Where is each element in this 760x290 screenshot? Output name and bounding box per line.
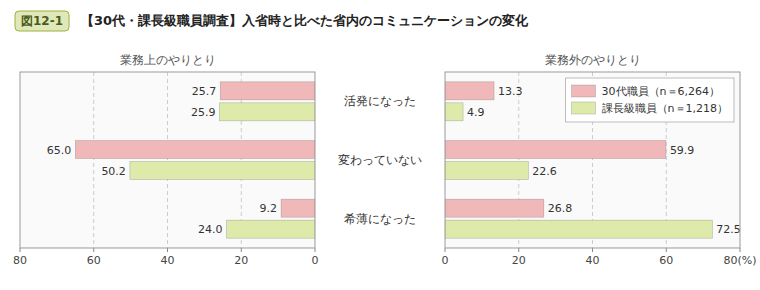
data-label: 4.9	[467, 106, 485, 119]
tick-label: 20	[512, 254, 526, 267]
tick-label: 80	[13, 254, 27, 267]
plot-frame	[445, 72, 740, 248]
legend-swatch	[572, 102, 596, 114]
data-label: 24.0	[198, 223, 223, 236]
figure-label-box	[15, 11, 69, 31]
chart-title: 【30代・課長級職員調査】入省時と比べた省内のコミュニケーションの変化	[81, 13, 529, 28]
tick-label: 40	[586, 254, 600, 267]
grid-line	[93, 72, 94, 248]
bar	[445, 141, 666, 159]
data-labels: 25.7 65.0 9.2 25.9 50.2 24.0	[47, 85, 277, 236]
data-label: 50.2	[101, 165, 126, 178]
tick-label: 80(%)	[723, 254, 756, 267]
data-label: 26.8	[548, 202, 573, 215]
chart: 図12-1 【30代・課長級職員調査】入省時と比べた省内のコミュニケーションの変化…	[0, 0, 760, 290]
legend-box	[566, 78, 734, 122]
category-label: 活発になった	[344, 94, 416, 108]
data-label: 9.2	[260, 202, 278, 215]
tick-mark	[666, 248, 667, 252]
data-label: 59.9	[670, 144, 695, 157]
legend-label: 30代職員（n＝6,264）	[602, 85, 720, 98]
panel: 業務外のやりとり 0 20 40 60 80(%) 13.3 59.9 26.8 4.9 22.6 7…	[442, 53, 757, 267]
category-label: 変わっていない	[338, 153, 422, 167]
bar	[281, 199, 315, 217]
tick-label: 40	[161, 254, 175, 267]
bar	[75, 141, 315, 159]
tick-label: 0	[312, 254, 319, 267]
plot-background	[445, 72, 740, 248]
figure-label-text: 図12-1	[21, 14, 63, 28]
panel-subtitle: 業務外のやりとり	[545, 53, 641, 67]
bar	[220, 82, 315, 100]
tick-mark	[20, 248, 21, 252]
tick-mark	[241, 248, 242, 252]
plot-background	[20, 72, 315, 248]
panel: 業務上のやりとり 0 20 40 60 80 25.7 65.0 9.2 25.9 50.2 24.0	[13, 53, 319, 267]
bar	[227, 220, 316, 238]
tick-mark	[518, 248, 519, 252]
tick-mark	[445, 248, 446, 252]
bar	[219, 103, 315, 121]
bar	[130, 162, 315, 180]
data-label: 22.6	[532, 165, 557, 178]
data-label: 72.5	[716, 223, 741, 236]
bar	[445, 162, 528, 180]
panel-subtitle: 業務上のやりとり	[120, 53, 216, 67]
legend-swatch	[572, 85, 596, 97]
tick-mark	[740, 248, 741, 252]
tick-label: 20	[234, 254, 248, 267]
tick-mark	[592, 248, 593, 252]
tick-label: 0	[442, 254, 449, 267]
data-labels: 13.3 59.9 26.8 4.9 22.6 72.5	[467, 85, 741, 236]
bars	[75, 82, 315, 238]
data-label: 65.0	[47, 144, 72, 157]
bar	[445, 220, 712, 238]
plot-frame	[20, 72, 315, 248]
tick-label: 60	[659, 254, 673, 267]
figure-label: 図12-1	[15, 11, 69, 31]
category-label: 希薄になった	[344, 212, 416, 226]
legend: 30代職員（n＝6,264） 課長級職員（n＝1,218）	[566, 78, 734, 122]
data-label: 25.9	[191, 106, 216, 119]
tick-mark	[167, 248, 168, 252]
tick-mark	[93, 248, 94, 252]
data-label: 13.3	[498, 85, 523, 98]
bar	[445, 82, 494, 100]
bar	[445, 103, 463, 121]
grid-line	[167, 72, 168, 248]
bar	[445, 199, 544, 217]
legend-label: 課長級職員（n＝1,218）	[602, 102, 728, 115]
data-label: 25.7	[192, 85, 217, 98]
tick-label: 60	[87, 254, 101, 267]
tick-mark	[315, 248, 316, 252]
